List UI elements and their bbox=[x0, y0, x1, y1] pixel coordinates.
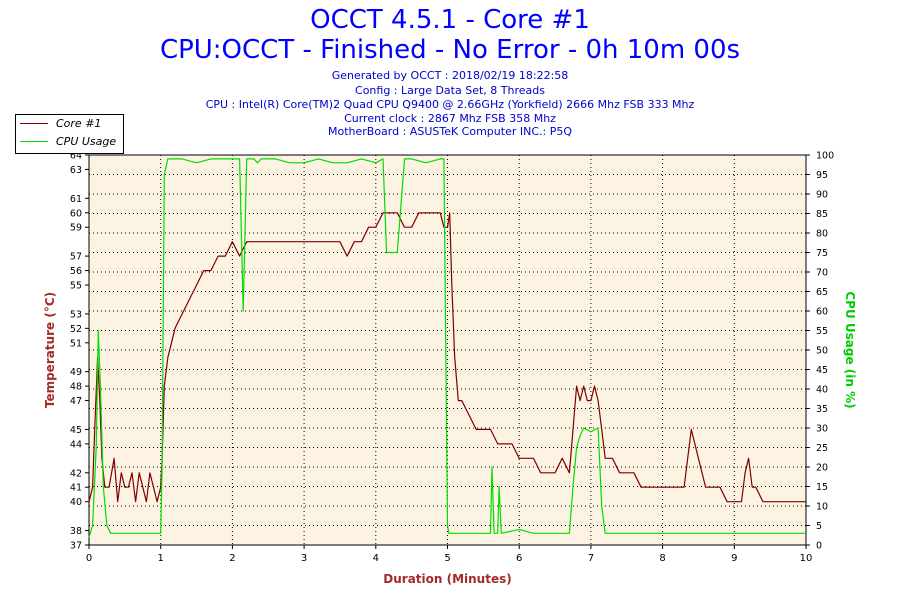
left-tick-label: 59 bbox=[70, 223, 82, 234]
right-tick-label: 25 bbox=[816, 443, 828, 454]
legend-label-cpu: CPU Usage bbox=[56, 135, 117, 148]
x-tick-label: 5 bbox=[444, 553, 450, 564]
right-tick-label: 10 bbox=[816, 502, 828, 513]
right-tick-label: 100 bbox=[816, 151, 834, 162]
left-tick-label: 53 bbox=[70, 309, 82, 320]
left-tick-label: 41 bbox=[70, 483, 82, 494]
right-tick-label: 20 bbox=[816, 463, 828, 474]
right-tick-label: 15 bbox=[816, 482, 828, 493]
x-tick-label: 1 bbox=[158, 553, 164, 564]
right-axis-label: CPU Usage (in %) bbox=[843, 291, 857, 408]
chart-title: OCCT 4.5.1 - Core #1 bbox=[310, 5, 590, 35]
x-tick-label: 0 bbox=[86, 553, 92, 564]
info-motherboard: MotherBoard : ASUSTeK Computer INC.: P5Q bbox=[327, 125, 572, 138]
right-tick-label: 40 bbox=[816, 385, 828, 396]
right-tick-label: 55 bbox=[816, 326, 828, 337]
right-tick-label: 50 bbox=[816, 346, 828, 357]
x-tick-label: 6 bbox=[516, 553, 522, 564]
left-tick-label: 49 bbox=[70, 367, 82, 378]
x-tick-label: 2 bbox=[229, 553, 235, 564]
left-tick-label: 55 bbox=[70, 281, 82, 292]
legend-swatch-core bbox=[20, 123, 48, 124]
x-axis-label: Duration (Minutes) bbox=[383, 572, 511, 586]
left-tick-label: 40 bbox=[70, 497, 82, 508]
right-tick-label: 5 bbox=[816, 521, 822, 532]
x-tick-label: 8 bbox=[659, 553, 665, 564]
info-cpu: CPU : Intel(R) Core(TM)2 Quad CPU Q9400 … bbox=[205, 98, 695, 111]
left-tick-label: 63 bbox=[70, 165, 82, 176]
legend-item-core: Core #1 bbox=[16, 115, 123, 133]
right-tick-label: 30 bbox=[816, 424, 828, 435]
left-tick-label: 52 bbox=[70, 324, 82, 335]
left-tick-label: 61 bbox=[70, 194, 82, 205]
series-line-cpu-usage bbox=[88, 158, 806, 538]
left-tick-label: 56 bbox=[70, 266, 82, 277]
right-tick-label: 45 bbox=[816, 365, 828, 376]
left-tick-label: 45 bbox=[70, 425, 82, 436]
x-tick-label: 4 bbox=[373, 553, 379, 564]
left-tick-label: 51 bbox=[70, 338, 82, 349]
chart-subtitle: CPU:OCCT - Finished - No Error - 0h 10m … bbox=[159, 35, 741, 65]
legend-swatch-cpu bbox=[20, 141, 48, 142]
left-tick-label: 38 bbox=[70, 526, 82, 537]
right-tick-label: 90 bbox=[816, 190, 828, 201]
right-tick-label: 95 bbox=[816, 170, 828, 181]
right-tick-label: 80 bbox=[816, 229, 828, 240]
right-tick-label: 75 bbox=[816, 248, 828, 259]
x-tick-label: 9 bbox=[731, 553, 737, 564]
left-tick-label: 42 bbox=[70, 468, 82, 479]
info-config: Config : Large Data Set, 8 Threads bbox=[355, 84, 545, 97]
x-tick-label: 3 bbox=[301, 553, 307, 564]
info-clock: Current clock : 2867 Mhz FSB 358 Mhz bbox=[344, 112, 556, 125]
x-tick-label: 7 bbox=[588, 553, 594, 564]
left-tick-label: 64 bbox=[70, 151, 82, 162]
left-axis-label: Temperature (°C) bbox=[43, 292, 57, 408]
info-generated: Generated by OCCT : 2018/02/19 18:22:58 bbox=[331, 69, 569, 82]
left-tick-label: 60 bbox=[70, 208, 82, 219]
right-tick-label: 70 bbox=[816, 268, 828, 279]
right-tick-label: 85 bbox=[816, 209, 828, 220]
left-tick-label: 57 bbox=[70, 252, 82, 263]
legend: Core #1 CPU Usage bbox=[15, 114, 124, 154]
left-tick-label: 47 bbox=[70, 396, 82, 407]
left-tick-label: 48 bbox=[70, 382, 82, 393]
left-tick-label: 44 bbox=[70, 439, 82, 450]
right-tick-label: 0 bbox=[816, 541, 822, 552]
right-tick-label: 35 bbox=[816, 404, 828, 415]
legend-item-cpu: CPU Usage bbox=[16, 133, 123, 151]
right-tick-label: 60 bbox=[816, 307, 828, 318]
right-tick-label: 65 bbox=[816, 287, 828, 298]
left-tick-label: 37 bbox=[70, 541, 82, 552]
x-tick-label: 10 bbox=[800, 553, 813, 564]
legend-label-core: Core #1 bbox=[56, 117, 102, 130]
series-line-core-1 bbox=[88, 212, 806, 503]
